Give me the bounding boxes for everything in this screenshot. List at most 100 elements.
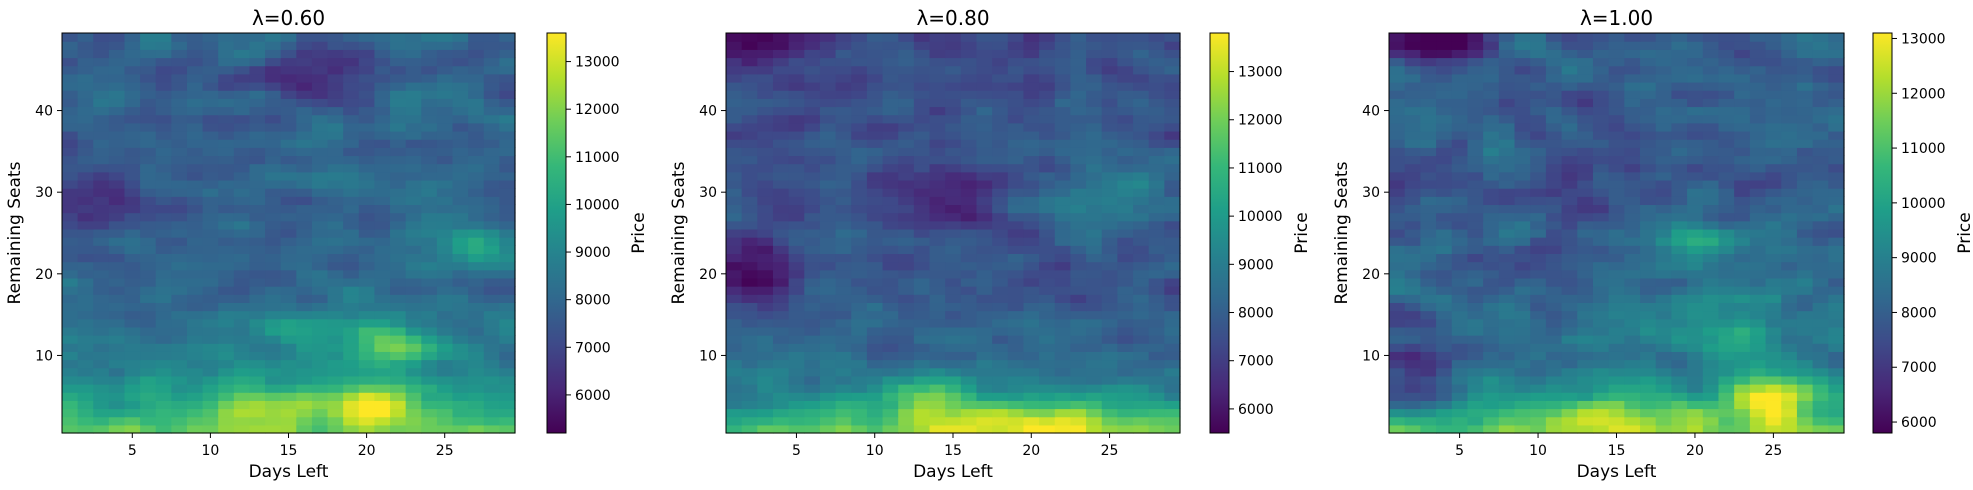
- heatmap-cell: [1592, 81, 1610, 91]
- heatmap-cell: [1828, 90, 1845, 99]
- heatmap-cell: [866, 277, 884, 287]
- heatmap-cell: [1467, 81, 1484, 91]
- heatmap-cell: [1577, 237, 1594, 246]
- heatmap-cell: [866, 408, 884, 418]
- heatmap-cell: [1702, 212, 1720, 222]
- heatmap-cell: [1749, 155, 1767, 165]
- heatmap-cell: [1451, 335, 1469, 344]
- heatmap-cell: [249, 204, 266, 214]
- heatmap-cell: [296, 65, 313, 75]
- heatmap-cell: [960, 237, 978, 246]
- heatmap-cell: [898, 73, 915, 83]
- heatmap-cell: [390, 41, 407, 50]
- heatmap-cell: [1687, 65, 1704, 75]
- y-tick-label: 40: [1362, 104, 1380, 120]
- heatmap-cell: [1117, 310, 1134, 320]
- heatmap-cell: [1404, 204, 1421, 214]
- heatmap-cell: [296, 318, 313, 328]
- heatmap-cell: [1007, 81, 1025, 91]
- heatmap-cell: [483, 188, 500, 197]
- heatmap-cell: [1404, 416, 1421, 426]
- heatmap-cell: [390, 367, 407, 377]
- heatmap-cell: [929, 73, 946, 83]
- heatmap-cell: [374, 114, 391, 124]
- heatmap-cell: [1007, 33, 1025, 42]
- heatmap-cell: [452, 318, 469, 328]
- heatmap-cell: [1702, 269, 1720, 279]
- heatmap-cell: [1812, 171, 1829, 181]
- heatmap-cell: [265, 326, 282, 336]
- heatmap-cell: [499, 269, 516, 279]
- heatmap-cell: [1734, 277, 1751, 287]
- heatmap-cell: [1749, 302, 1767, 312]
- heatmap-cell: [171, 359, 188, 369]
- heatmap-cell: [1702, 139, 1720, 148]
- heatmap-cell: [265, 122, 282, 132]
- heatmap-cell: [1577, 375, 1594, 385]
- heatmap-cell: [913, 196, 931, 206]
- heatmap-cell: [327, 367, 344, 377]
- heatmap-cell: [1530, 408, 1547, 418]
- heatmap-cell: [186, 392, 204, 401]
- heatmap-cell: [1467, 188, 1484, 197]
- heatmap-cell: [405, 359, 422, 369]
- heatmap-cell: [1070, 179, 1087, 189]
- heatmap-cell: [1117, 318, 1134, 328]
- heatmap-cell: [851, 98, 868, 108]
- heatmap-cell: [1039, 147, 1056, 157]
- heatmap-cell: [1671, 359, 1688, 369]
- heatmap-cell: [155, 98, 172, 108]
- heatmap-cell: [772, 171, 790, 181]
- heatmap-cell: [992, 41, 1009, 50]
- heatmap-cell: [726, 171, 743, 181]
- heatmap-cell: [804, 408, 821, 418]
- heatmap-cell: [1608, 179, 1625, 189]
- heatmap-cell: [280, 245, 297, 254]
- heatmap-cell: [343, 392, 360, 401]
- heatmap-cell: [1718, 310, 1735, 320]
- heatmap-cell: [819, 171, 837, 181]
- heatmap-cell: [499, 253, 516, 263]
- heatmap-cell: [1023, 90, 1040, 99]
- heatmap-cell: [374, 73, 391, 83]
- heatmap-cell: [898, 228, 915, 238]
- heatmap-cell: [882, 245, 899, 254]
- heatmap-cell: [1718, 220, 1735, 230]
- heatmap-cell: [327, 65, 344, 75]
- heatmap-cell: [1148, 245, 1165, 254]
- heatmap-cell: [1420, 286, 1437, 295]
- heatmap-cell: [726, 335, 743, 344]
- heatmap-cell: [1828, 81, 1845, 91]
- heatmap-cell: [1054, 269, 1072, 279]
- heatmap-cell: [1498, 253, 1516, 263]
- heatmap-cell: [1718, 179, 1735, 189]
- heatmap-cell: [1101, 359, 1118, 369]
- heatmap-cell: [772, 237, 790, 246]
- heatmap-cell: [358, 400, 376, 410]
- heatmap-cell: [140, 400, 157, 410]
- heatmap-cell: [390, 326, 407, 336]
- heatmap-cell: [327, 114, 344, 124]
- heatmap-cell: [898, 424, 915, 434]
- y-tick-label: 10: [35, 348, 53, 364]
- heatmap-cell: [804, 343, 821, 352]
- heatmap-cell: [1608, 310, 1625, 320]
- heatmap-cell: [1734, 367, 1751, 377]
- heatmap-cell: [468, 33, 485, 42]
- heatmap-cell: [405, 261, 422, 271]
- heatmap-cell: [1101, 163, 1118, 173]
- heatmap-cell: [390, 147, 407, 157]
- heatmap-cell: [233, 367, 251, 377]
- heatmap-cell: [1765, 245, 1782, 254]
- heatmap-cell: [93, 335, 110, 344]
- heatmap-cell: [436, 343, 454, 352]
- heatmap-cell: [140, 171, 157, 181]
- heatmap-cell: [1655, 196, 1673, 206]
- heatmap-cell: [233, 416, 251, 426]
- heatmap-cell: [1828, 163, 1845, 173]
- heatmap-cell: [343, 171, 360, 181]
- heatmap-cell: [1164, 269, 1181, 279]
- heatmap-cell: [93, 163, 110, 173]
- heatmap-cell: [1164, 228, 1181, 238]
- heatmap-cell: [976, 400, 993, 410]
